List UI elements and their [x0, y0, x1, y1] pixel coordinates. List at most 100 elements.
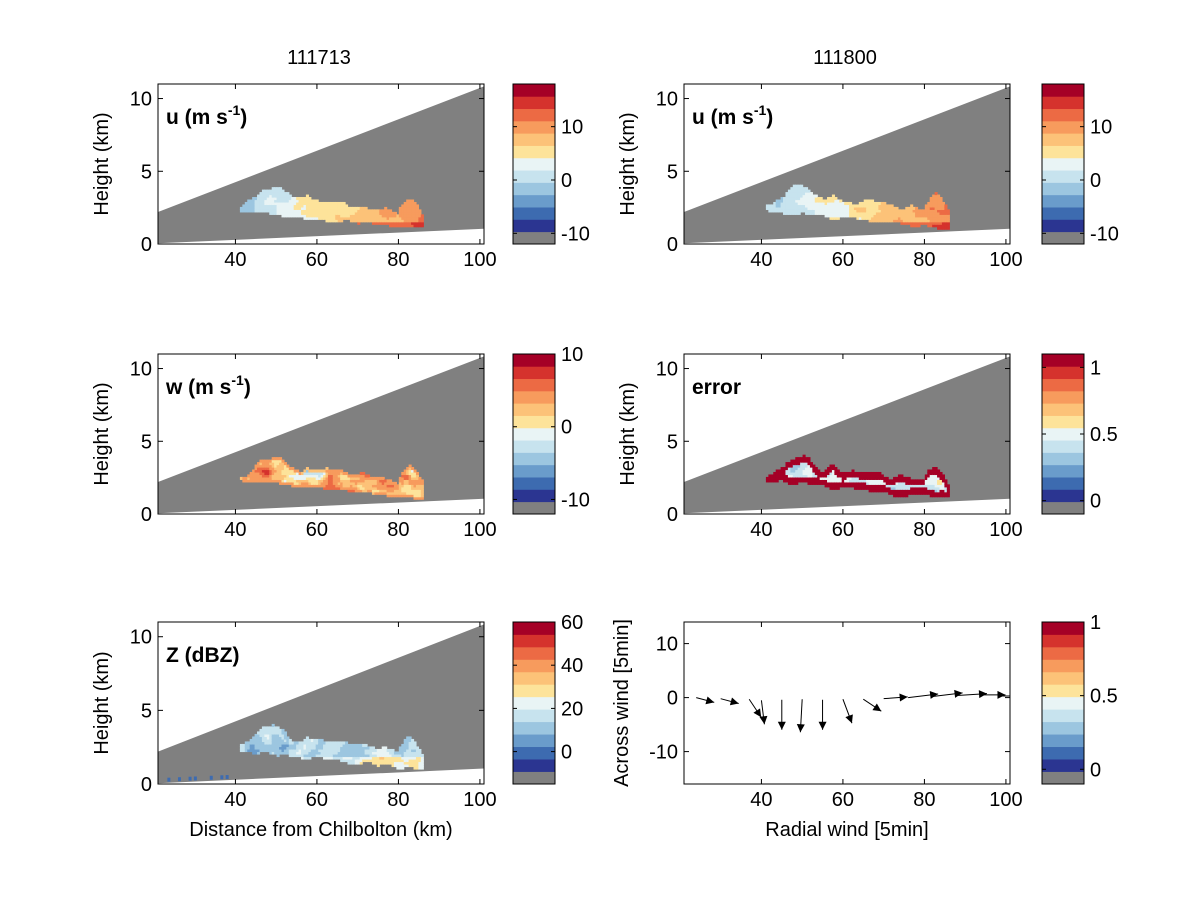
heatmap-cell	[927, 474, 931, 478]
heatmap-cell	[308, 209, 312, 213]
label-main: u (m s	[166, 106, 228, 129]
heatmap-cell	[917, 484, 921, 488]
colorbar-band	[1042, 403, 1084, 416]
heatmap-cell	[929, 214, 933, 218]
heatmap-cell	[276, 189, 280, 193]
heatmap-cell	[907, 489, 911, 493]
heatmap-cell	[831, 471, 835, 476]
heatmap-cell	[293, 474, 297, 478]
heatmap-cell	[303, 738, 307, 743]
heatmap-cell	[814, 209, 818, 213]
heatmap-cell	[880, 201, 884, 206]
heatmap-cell	[298, 479, 302, 483]
heatmap-cell	[364, 209, 368, 213]
heatmap-cell	[384, 491, 388, 495]
heatmap-cell	[296, 481, 300, 485]
heatmap-cell	[937, 224, 941, 228]
heatmap-cell	[775, 474, 779, 478]
heatmap-cell	[895, 489, 899, 493]
heatmap-cell	[359, 753, 363, 758]
heatmap-cell	[880, 484, 884, 488]
heatmap-cell	[261, 748, 265, 753]
heatmap-cell	[349, 756, 353, 760]
heatmap-cell	[391, 761, 395, 765]
heatmap-cell	[792, 476, 796, 480]
heatmap-cell	[345, 474, 349, 478]
heatmap-cell	[415, 486, 419, 490]
heatmap-cell	[303, 197, 307, 201]
heatmap-cell	[403, 494, 407, 498]
heatmap-cell	[413, 206, 417, 210]
colorbar-band	[1042, 671, 1084, 685]
heatmap-cell	[281, 474, 285, 478]
colorbar-frame	[512, 621, 556, 785]
heatmap-cell	[286, 746, 290, 750]
heatmap-cell	[411, 199, 415, 203]
heatmap-cell	[873, 471, 877, 476]
heatmap-cell	[406, 481, 410, 485]
heatmap-cell	[369, 216, 373, 220]
heatmap-cell	[790, 471, 794, 476]
heatmap-cell	[792, 471, 796, 476]
heatmap-cell	[340, 209, 344, 213]
heatmap-cell	[369, 484, 373, 488]
heatmap-cell	[929, 211, 933, 215]
y-tick-label: 5	[667, 161, 678, 183]
heatmap-cell	[337, 214, 341, 218]
heatmap-cell	[337, 216, 341, 220]
heatmap-cell	[332, 211, 336, 215]
heatmap-cell	[863, 476, 867, 480]
heatmap-cell	[396, 224, 400, 228]
heatmap-cell	[354, 476, 358, 480]
heatmap-cell	[359, 486, 363, 490]
heatmap-cell	[929, 481, 933, 485]
heatmap-cell	[264, 471, 268, 476]
heatmap-cell	[787, 197, 791, 201]
heatmap-cell	[878, 209, 882, 213]
heatmap-cell	[298, 209, 302, 213]
heatmap-cell	[305, 476, 309, 480]
heatmap-cell	[946, 219, 950, 223]
heatmap-cell	[403, 211, 407, 215]
heatmap-cell	[797, 187, 801, 191]
heatmap-cell	[408, 494, 412, 498]
heatmap-cell	[367, 219, 371, 223]
heatmap-cell	[249, 206, 253, 210]
heatmap-cell	[274, 204, 278, 208]
heatmap-cell	[787, 469, 791, 473]
heatmap-cell	[411, 479, 415, 483]
heatmap-cell	[408, 743, 412, 748]
heatmap-cell	[822, 199, 826, 203]
heatmap-cell	[814, 211, 818, 215]
heatmap-cell	[313, 199, 317, 203]
heatmap-cell	[376, 491, 380, 495]
heatmap-cell	[885, 476, 889, 480]
heatmap-cell	[288, 201, 292, 206]
heatmap-cell	[827, 199, 831, 203]
heatmap-cell	[897, 476, 901, 480]
heatmap-cell	[315, 743, 319, 748]
heatmap-cell	[413, 758, 417, 763]
heatmap-cell	[910, 491, 914, 495]
heatmap-cell	[323, 201, 327, 206]
heatmap-cell	[274, 751, 278, 755]
heatmap-cell	[345, 214, 349, 218]
heatmap-cell	[296, 211, 300, 215]
heatmap-cell	[946, 221, 950, 225]
heatmap-cell	[773, 209, 777, 213]
heatmap-cell	[279, 751, 283, 755]
heatmap-cell	[900, 491, 904, 495]
heatmap-cell	[362, 748, 366, 753]
heatmap-cell	[286, 211, 290, 215]
heatmap-cell	[915, 206, 919, 210]
heatmap-cell	[276, 738, 280, 743]
heatmap-cell	[827, 206, 831, 210]
heatmap-cell	[797, 476, 801, 480]
colorbar-band	[1042, 84, 1084, 97]
heatmap-cell	[868, 201, 872, 206]
heatmap-cell	[420, 484, 424, 488]
heatmap-cell	[939, 481, 943, 485]
heatmap-cell	[851, 479, 855, 483]
heatmap-cell	[381, 476, 385, 480]
colorbar-band	[513, 671, 555, 685]
